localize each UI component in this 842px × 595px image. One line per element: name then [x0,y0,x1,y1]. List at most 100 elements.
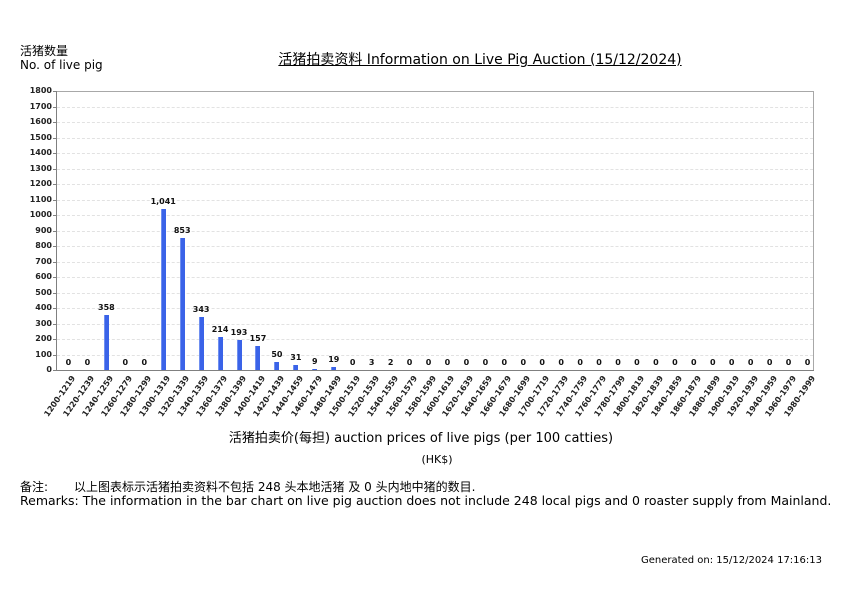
remarks-text-english: Remarks: The information in the bar char… [20,493,832,508]
grid-line [57,107,813,108]
bar-value-label: 0 [520,358,527,367]
bar [274,362,280,370]
y-tick-mark [53,138,56,139]
y-tick-label: 700 [35,257,52,266]
bar-value-label: 0 [406,358,413,367]
y-tick-mark [53,246,56,247]
bar-value-label: 0 [709,358,716,367]
bar [198,316,204,370]
y-tick-mark [53,293,56,294]
bar-value-label: 0 [728,358,735,367]
y-tick-mark [53,355,56,356]
bar [236,340,242,370]
y-tick-mark [53,308,56,309]
bar-value-label: 0 [539,358,545,367]
bar [255,345,261,370]
bar-value-label: 343 [192,304,210,314]
bar-value-label: 0 [615,358,621,367]
y-tick-mark [53,91,56,92]
grid-line [57,355,813,356]
y-tick-mark [53,324,56,325]
y-tick-mark [53,169,56,170]
bar [217,336,223,370]
grid-line [57,339,813,340]
bar-value-label: 853 [173,225,191,235]
grid-line [57,262,813,263]
y-tick-label: 1400 [29,148,52,157]
grid-line [57,153,813,154]
bar-value-label: 0 [463,358,470,367]
x-axis-unit: (HK$) [421,453,453,466]
bar-value-label: 0 [444,358,451,367]
y-tick-mark [53,262,56,263]
remarks-label-chinese: 备注: [20,480,49,494]
y-tick-label: 100 [35,350,52,359]
bar-value-label: 358 [98,302,115,312]
bar-value-label: 0 [691,358,697,367]
bar-value-label: 0 [65,358,72,367]
bar-value-label: 214 [211,324,229,334]
y-axis-label-chinese: 活猪数量 [20,44,69,58]
generated-timestamp: Generated on: 15/12/2024 17:16:13 [641,555,822,566]
bar-value-label: 0 [425,358,432,367]
y-tick-label: 1000 [29,210,52,219]
y-tick-mark [53,184,56,185]
y-tick-label: 600 [35,272,52,281]
bar-value-label: 0 [501,358,508,367]
bar [179,237,185,370]
y-tick-label: 200 [35,334,52,343]
bar [293,365,299,370]
bar-value-label: 19 [328,355,340,365]
y-tick-label: 1200 [29,179,52,188]
bar-value-label: 0 [804,358,811,367]
bar-value-label: 50 [271,350,283,360]
y-tick-label: 900 [35,226,52,235]
bar-value-label: 0 [785,358,792,367]
bar-value-label: 0 [596,358,602,367]
x-axis-title: 活猪拍卖价(每担) auction prices of live pigs (p… [228,431,614,446]
y-tick-label: 500 [35,288,52,297]
bar [312,368,318,370]
grid-line [57,184,813,185]
y-tick-mark [53,153,56,154]
y-tick-mark [53,122,56,123]
bar-value-label: 0 [634,358,640,367]
bar [331,367,337,370]
x-axis-line [56,370,814,371]
bar-value-label: 0 [577,358,583,367]
grid-line [57,231,813,232]
y-tick-label: 1100 [29,195,52,204]
bar-value-label: 0 [122,358,129,367]
bar-value-label: 0 [766,358,773,367]
y-tick-mark [53,277,56,278]
y-axis-line [56,91,57,371]
y-tick-label: 1500 [29,133,52,142]
y-axis-label-english: No. of live pig [20,58,103,72]
bar-value-label: 1,041 [150,196,176,206]
grid-line [57,122,813,123]
chart-title: 活猪拍卖资料 Information on Live Pig Auction (… [278,52,682,68]
y-tick-mark [53,231,56,232]
grid-line [57,200,813,201]
grid-line [57,169,813,170]
grid-line [57,138,813,139]
bar-value-label: 9 [312,356,318,366]
bar [160,208,166,370]
y-tick-label: 1800 [29,86,52,95]
bar-value-label: 193 [230,328,248,338]
bar-value-label: 31 [290,353,302,363]
grid-line [57,293,813,294]
y-tick-label: 1300 [29,164,52,173]
bar-value-label: 0 [747,358,754,367]
bar-value-label: 3 [368,357,375,367]
bar-value-label: 0 [672,358,678,367]
bar-value-label: 0 [558,358,564,367]
y-tick-mark [53,339,56,340]
bar-value-label: 0 [482,358,489,367]
plot-area [56,91,814,370]
bar-value-label: 157 [249,333,267,343]
grid-line [57,308,813,309]
y-tick-mark [53,200,56,201]
bar-value-label: 0 [84,358,91,367]
y-tick-mark [53,215,56,216]
